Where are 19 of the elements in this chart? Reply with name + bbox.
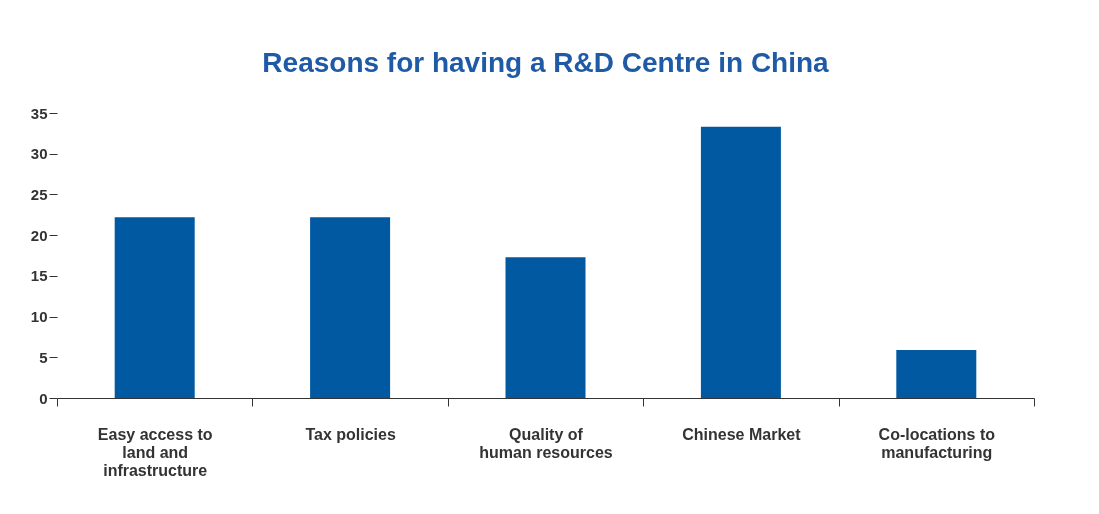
y-tick-label: 0 xyxy=(39,389,48,407)
bar xyxy=(114,217,195,398)
y-tick-label: 20 xyxy=(30,226,48,244)
y-tick-label: 5 xyxy=(39,348,48,366)
bar xyxy=(700,126,781,398)
bar xyxy=(310,217,391,398)
bar xyxy=(505,257,586,398)
x-tick-label: Co-locations to manufacturing xyxy=(878,425,996,461)
x-tick-label: Quality of human resources xyxy=(479,425,613,461)
y-tick-label: 35 xyxy=(30,104,48,122)
bar xyxy=(896,349,977,398)
y-tick-label: 30 xyxy=(30,145,48,163)
y-tick-label: 25 xyxy=(30,185,48,203)
x-tick-label: Easy access to land and infrastructure xyxy=(97,425,213,479)
x-tick-label: Tax policies xyxy=(305,425,396,443)
y-tick-label: 15 xyxy=(30,267,48,285)
chart-title: Reasons for having a R&D Centre in China xyxy=(262,47,830,78)
x-tick-label: Chinese Market xyxy=(682,425,802,443)
y-tick-label: 10 xyxy=(30,308,48,326)
